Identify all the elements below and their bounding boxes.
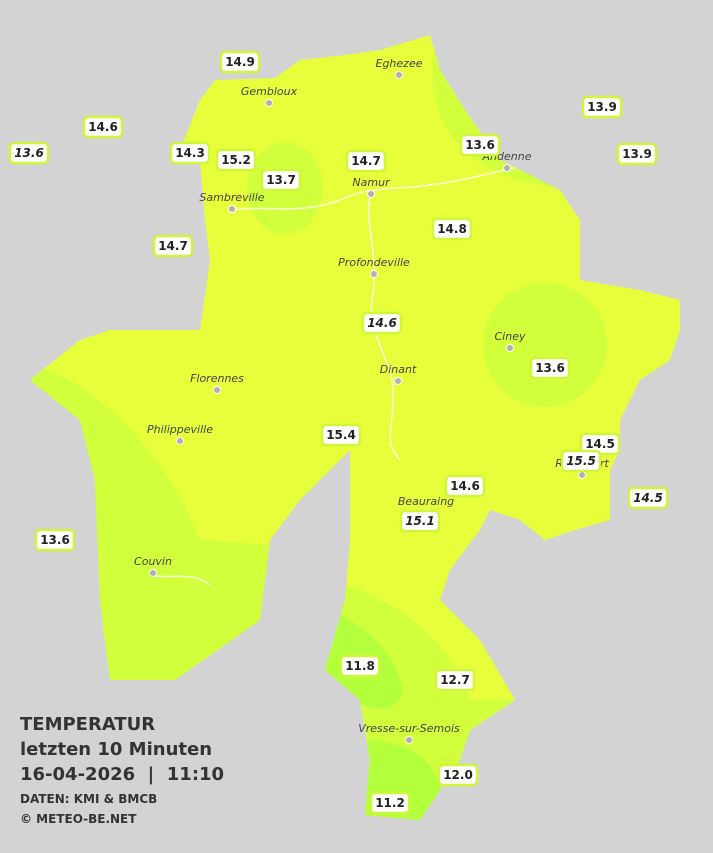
legend-period: letzten 10 Minuten <box>20 739 212 760</box>
station-value: 13.6 <box>535 361 565 375</box>
station-box <box>560 449 602 473</box>
city-label: Beauraing <box>398 495 454 508</box>
station-value: 14.3 <box>175 146 205 160</box>
station-box <box>437 763 479 787</box>
city-dot <box>578 471 586 479</box>
station-value: 15.1 <box>405 514 435 528</box>
station-box <box>215 148 257 172</box>
station-value: 12.0 <box>443 768 473 782</box>
city-dot <box>394 377 402 385</box>
legend-datetime: 16-04-2026 | 11:10 <box>20 764 224 785</box>
station-box <box>361 311 403 335</box>
city-dot <box>213 386 221 394</box>
city-dot <box>265 99 273 107</box>
legend-title: TEMPERATUR <box>20 714 155 735</box>
city-label: Sambreville <box>199 191 264 204</box>
station-value: 14.6 <box>367 316 397 330</box>
station-box <box>169 141 211 165</box>
station-value: 14.6 <box>88 120 118 134</box>
station-box <box>529 356 571 380</box>
station-box <box>369 791 411 815</box>
station-box <box>34 528 76 552</box>
city-label: Dinant <box>380 363 417 376</box>
city-dot <box>228 205 236 213</box>
station-box <box>581 95 623 119</box>
station-box <box>152 234 194 258</box>
legend-copyright: © METEO-BE.NET <box>20 812 137 826</box>
station-value: 13.6 <box>465 138 495 152</box>
station-box <box>616 142 658 166</box>
city-dot <box>503 164 511 172</box>
station-box <box>444 474 486 498</box>
station-value: 14.6 <box>450 479 480 493</box>
city-dot <box>176 437 184 445</box>
station-box <box>434 668 476 692</box>
station-value: 14.8 <box>437 222 467 236</box>
stations: 14.9 14.6 13.6 14.3 15.2 13.7 14.7 13.6 13.9 13.9… <box>8 50 669 815</box>
city-label: Couvin <box>134 555 172 568</box>
station-box <box>627 486 669 510</box>
city-dot <box>506 344 514 352</box>
station-value: 15.2 <box>221 153 251 167</box>
station-value: 13.7 <box>266 173 296 187</box>
station-box <box>431 217 473 241</box>
station-value: 13.6 <box>40 533 70 547</box>
station-value: 13.9 <box>587 100 617 114</box>
city-label: Ciney <box>495 330 526 343</box>
station-box <box>459 133 501 157</box>
station-value: 15.5 <box>566 454 596 468</box>
station-value: 12.7 <box>440 673 470 687</box>
station-value: 14.5 <box>585 437 615 451</box>
station-box <box>8 141 50 165</box>
station-box <box>345 149 387 173</box>
station-value: 11.2 <box>375 796 405 810</box>
legend-source: DATEN: KMI & BMCB <box>20 792 157 806</box>
station-value: 15.4 <box>326 428 356 442</box>
legend: TEMPERATUR letzten 10 Minuten 16-04-2026… <box>20 714 224 826</box>
city-label: Florennes <box>190 372 244 385</box>
station-value: 14.7 <box>351 154 381 168</box>
city-dot <box>395 71 403 79</box>
station-value: 14.7 <box>158 239 188 253</box>
station-value: 14.5 <box>633 491 663 505</box>
station-value: 13.9 <box>622 147 652 161</box>
station-box <box>320 423 362 447</box>
station-value: 13.6 <box>14 146 44 160</box>
station-value: 11.8 <box>345 659 375 673</box>
station-box <box>339 654 381 678</box>
city-label: Eghezee <box>376 57 423 70</box>
city-dot <box>367 190 375 198</box>
city-dot <box>370 270 378 278</box>
city-label: Vresse-sur-Semois <box>358 722 460 735</box>
zone-cool <box>483 283 607 407</box>
station-value: 14.9 <box>225 55 255 69</box>
station-box <box>260 168 302 192</box>
city-dot <box>149 569 157 577</box>
city-label: Namur <box>352 176 391 189</box>
station-box <box>219 50 261 74</box>
city-dot <box>405 736 413 744</box>
city-label: Philippeville <box>147 423 213 436</box>
station-box <box>82 115 124 139</box>
city-label: Gembloux <box>241 85 298 98</box>
station-box <box>399 509 441 533</box>
city-label: Profondeville <box>338 256 410 269</box>
